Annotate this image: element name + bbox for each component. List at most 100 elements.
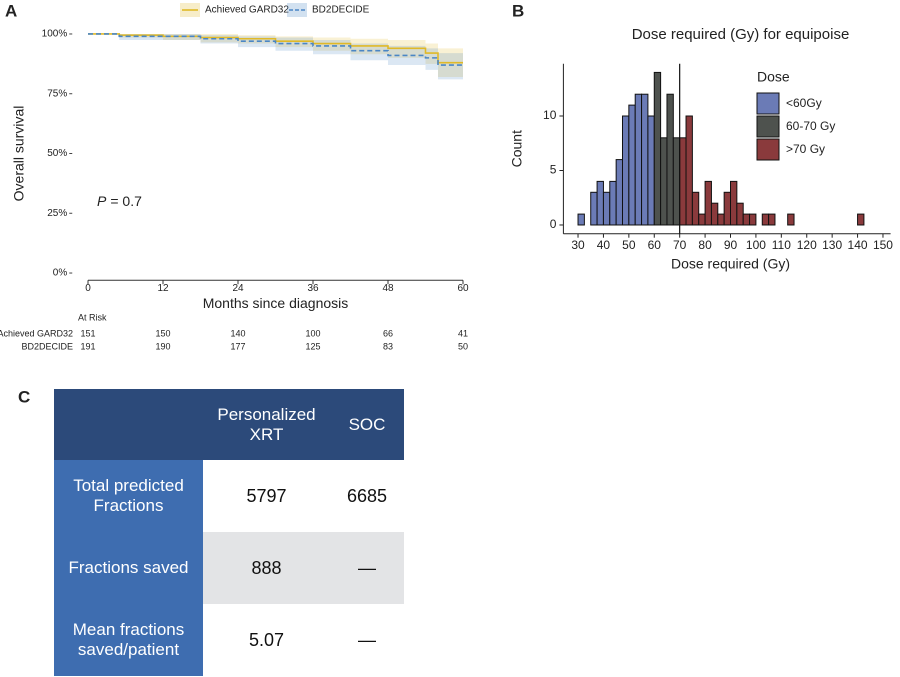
table: Personalized XRT SOC Total predicted Fract… [54,389,404,676]
histogram-bar [736,202,744,226]
panel-label: C [18,387,30,406]
annotation-text: = 0.7 [110,193,142,209]
annotation-var: P [97,193,107,209]
histogram-bar [596,180,604,226]
y-tick-label: 0 [550,217,557,231]
table-cell: 6685 [330,460,404,532]
risk-count: 41 [458,328,468,338]
histogram-bar [615,159,623,226]
table-cell: — [330,604,404,676]
x-tick-label: 12 [157,283,169,294]
histogram-bar [602,191,611,226]
x-tick-label: 100 [746,238,766,252]
panel-label: B [512,1,524,20]
x-tick-label: 90 [724,238,738,252]
x-axis-label: Dose required (Gy) [671,255,790,271]
histogram-bar [685,115,693,226]
histogram-bar [717,213,725,226]
risk-row-name: BD2DECIDE [21,341,73,351]
legend-label: >70 Gy [786,142,825,156]
risk-count: 190 [155,341,170,351]
histogram-bar [704,180,712,226]
histogram-bar [609,180,617,226]
legend-swatch [756,115,780,138]
y-axis-label: Count [509,130,525,167]
histogram-bar [590,191,598,226]
histogram-bar [628,104,636,226]
x-tick-label: 0 [85,283,91,294]
histogram-bar [723,191,732,226]
legend-label: Achieved GARD32 [205,5,289,16]
column-header: SOC [330,389,404,460]
legend-swatch [756,92,780,115]
histogram-bar [768,213,776,226]
risk-title: At Risk [78,312,107,322]
annotation: P = 0.7 [97,193,142,209]
row-header: Mean fractions saved/patient [54,604,203,676]
x-tick-label: 140 [848,238,868,252]
histogram-bar [742,213,751,226]
histogram-bar [647,115,655,226]
histogram-bar [787,213,795,226]
histogram-bar [749,213,757,226]
histogram-bar [641,93,649,226]
table-cell: 888 [203,532,330,604]
histogram-bar [679,137,687,226]
risk-count: 50 [458,341,468,351]
histogram-bar [653,71,662,226]
legend-label: BD2DECIDE [312,5,370,16]
risk-count: 100 [305,328,320,338]
risk-count: 150 [155,328,170,338]
table-cell: 5797 [203,460,330,532]
corner-cell [54,389,203,460]
table-cell: — [330,532,404,604]
table-cell: 5.07 [203,604,330,676]
x-tick-label: 36 [307,283,319,294]
risk-count: 177 [230,341,245,351]
histogram-bar [761,213,770,226]
y-tick-label: 100% [42,29,68,40]
histogram-bar [710,202,719,226]
chart-title: Dose required (Gy) for equipoise [632,26,850,43]
survival-line [88,33,463,66]
y-tick-label: 25% [47,208,67,219]
y-tick-label: 75% [47,88,67,99]
confidence-band [88,33,463,78]
legend-title: Dose [757,69,790,85]
x-tick-label: 60 [457,283,469,294]
risk-count: 151 [80,328,95,338]
risk-count: 125 [305,341,320,351]
histogram-bar [857,213,865,226]
histogram-bar [666,93,674,226]
column-header: Personalized XRT [203,389,330,460]
legend-label: <60Gy [786,96,822,110]
x-tick-label: 70 [673,238,687,252]
y-tick-label: 5 [550,163,557,177]
y-axis-label: Overall survival [11,106,27,202]
histogram-bar [691,191,700,226]
histogram-bar [634,93,643,226]
histogram-bar [672,137,681,226]
histogram-bar [577,213,585,226]
y-tick-label: 10 [543,108,557,122]
x-tick-label: 120 [797,238,817,252]
x-tick-label: 130 [822,238,842,252]
risk-count: 191 [80,341,95,351]
x-tick-label: 80 [698,238,712,252]
x-tick-label: 48 [382,283,394,294]
histogram-bar [698,213,706,226]
x-tick-label: 40 [597,238,611,252]
panel-label: A [5,1,17,20]
x-tick-label: 24 [232,283,244,294]
x-axis-label: Months since diagnosis [203,295,349,311]
risk-count: 83 [383,341,393,351]
x-tick-label: 30 [571,238,585,252]
row-header: Total predicted Fractions [54,460,203,532]
histogram-bar [621,115,630,226]
survival-line [88,33,463,64]
risk-count: 140 [230,328,245,338]
histogram-bar [660,137,668,226]
y-tick-label: 50% [47,148,67,159]
